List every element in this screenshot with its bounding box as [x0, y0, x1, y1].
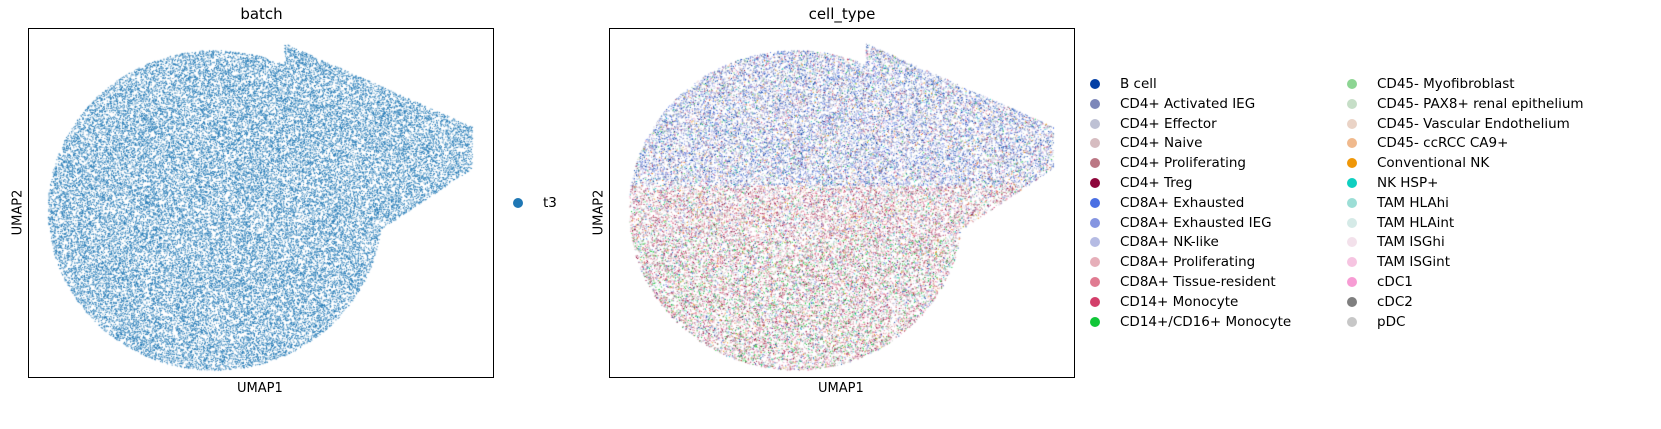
- legend-marker: [1090, 158, 1100, 169]
- legend-label: CD45- Myofibroblast: [1377, 76, 1515, 92]
- legend-label: t3: [543, 195, 557, 211]
- legend-label: CD4+ Effector: [1120, 115, 1217, 132]
- legend-marker: [1347, 118, 1357, 129]
- legend-label: CD8A+ NK-like: [1120, 234, 1219, 251]
- legend-marker: [1347, 178, 1357, 188]
- legend-marker: [1347, 98, 1357, 109]
- panel1-plot-area: [28, 28, 494, 378]
- legend-label: B cell: [1120, 76, 1157, 92]
- legend-item: CD14+ Monocyte: [1090, 292, 1238, 312]
- legend-item: CD45- PAX8+ renal epithelium: [1347, 94, 1584, 114]
- legend-marker: [1090, 237, 1100, 248]
- legend-item: CD4+ Activated IEG: [1090, 94, 1255, 114]
- legend-marker: [1347, 257, 1357, 268]
- legend-item: CD8A+ Exhausted: [1090, 193, 1244, 213]
- legend-marker: [1347, 296, 1357, 307]
- legend-label: CD4+ Naive: [1120, 135, 1203, 152]
- legend-item: TAM HLAhi: [1347, 193, 1449, 213]
- legend-marker: [1090, 98, 1100, 109]
- panel2-scatter-points: [610, 29, 1074, 377]
- legend-item: t3: [513, 193, 557, 213]
- legend-item: CD4+ Proliferating: [1090, 153, 1246, 173]
- legend-marker: [1090, 277, 1100, 287]
- legend-item: CD8A+ NK-like: [1090, 232, 1219, 252]
- panel1-xlabel: UMAP1: [237, 381, 283, 396]
- legend-item: CD14+/CD16+ Monocyte: [1090, 312, 1291, 332]
- legend-item: NK HSP+: [1347, 173, 1438, 193]
- legend-item: B cell: [1090, 74, 1157, 94]
- legend-marker: [1347, 316, 1357, 327]
- legend-label: CD4+ Treg: [1120, 175, 1193, 191]
- legend-item: CD8A+ Exhausted IEG: [1090, 213, 1272, 233]
- legend-item: pDC: [1347, 312, 1405, 332]
- legend-item: CD4+ Effector: [1090, 114, 1217, 134]
- legend-item: CD45- Myofibroblast: [1347, 74, 1515, 94]
- legend-marker: [1347, 138, 1357, 149]
- legend-item: CD8A+ Tissue-resident: [1090, 272, 1276, 292]
- legend-item: cDC2: [1347, 292, 1413, 312]
- legend-item: TAM HLAint: [1347, 213, 1454, 233]
- legend-label: CD8A+ Exhausted: [1120, 194, 1245, 211]
- panel1-title: batch: [240, 5, 283, 23]
- legend-marker: [1347, 237, 1357, 248]
- legend-label: TAM HLAhi: [1377, 194, 1449, 211]
- legend-label: TAM ISGint: [1377, 254, 1450, 271]
- legend-marker: [513, 198, 523, 208]
- legend-label: CD45- ccRCC CA9+: [1377, 135, 1509, 152]
- legend-marker: [1347, 217, 1357, 228]
- legend-item: TAM ISGint: [1347, 252, 1450, 272]
- legend-label: TAM HLAint: [1377, 214, 1455, 231]
- legend-label: CD14+ Monocyte: [1120, 293, 1239, 310]
- legend-item: cDC1: [1347, 272, 1413, 292]
- legend-item: CD45- Vascular Endothelium: [1347, 114, 1570, 134]
- legend-label: pDC: [1377, 313, 1406, 330]
- panel2-xlabel: UMAP1: [818, 381, 864, 396]
- legend-marker: [1347, 79, 1357, 89]
- legend-item: CD4+ Naive: [1090, 133, 1202, 153]
- legend-marker: [1090, 138, 1100, 149]
- legend-label: cDC2: [1377, 293, 1413, 310]
- legend-marker: [1090, 79, 1100, 89]
- legend-marker: [1347, 277, 1357, 287]
- legend-item: TAM ISGhi: [1347, 232, 1445, 252]
- panel2-legend: B cell CD4+ Activated IEG CD4+ Effector CD4…: [1090, 74, 1584, 344]
- panel1-ylabel: UMAP2: [10, 189, 26, 236]
- legend-marker: [1090, 257, 1100, 268]
- legend-item: CD8A+ Proliferating: [1090, 252, 1255, 272]
- legend-label: CD8A+ Tissue-resident: [1120, 274, 1276, 290]
- legend-label: cDC1: [1377, 274, 1413, 290]
- legend-marker: [1090, 118, 1100, 129]
- legend-item: CD4+ Treg: [1090, 173, 1192, 193]
- legend-item: CD45- ccRCC CA9+: [1347, 133, 1508, 153]
- panel2-ylabel: UMAP2: [591, 189, 607, 236]
- legend-item: Conventional NK: [1347, 153, 1489, 173]
- legend-marker: [1090, 296, 1100, 307]
- legend-label: CD45- Vascular Endothelium: [1377, 115, 1570, 132]
- legend-label: CD14+/CD16+ Monocyte: [1120, 313, 1292, 330]
- panel2-plot-area: [609, 28, 1075, 378]
- legend-marker: [1090, 316, 1100, 327]
- legend-marker: [1090, 217, 1100, 228]
- legend-marker: [1347, 197, 1357, 208]
- legend-label: CD8A+ Exhausted IEG: [1120, 214, 1272, 231]
- legend-label: NK HSP+: [1377, 175, 1439, 191]
- legend-label: CD4+ Activated IEG: [1120, 95, 1256, 112]
- legend-label: CD45- PAX8+ renal epithelium: [1377, 95, 1584, 112]
- legend-label: CD8A+ Proliferating: [1120, 254, 1256, 271]
- legend-label: CD4+ Proliferating: [1120, 155, 1246, 172]
- legend-marker: [1090, 197, 1100, 208]
- panel2-title: cell_type: [808, 5, 876, 23]
- legend-marker: [1090, 178, 1100, 188]
- legend-label: TAM ISGhi: [1377, 234, 1445, 251]
- panel1-scatter-points: [29, 29, 493, 377]
- legend-marker: [1347, 158, 1357, 169]
- legend-label: Conventional NK: [1377, 155, 1490, 172]
